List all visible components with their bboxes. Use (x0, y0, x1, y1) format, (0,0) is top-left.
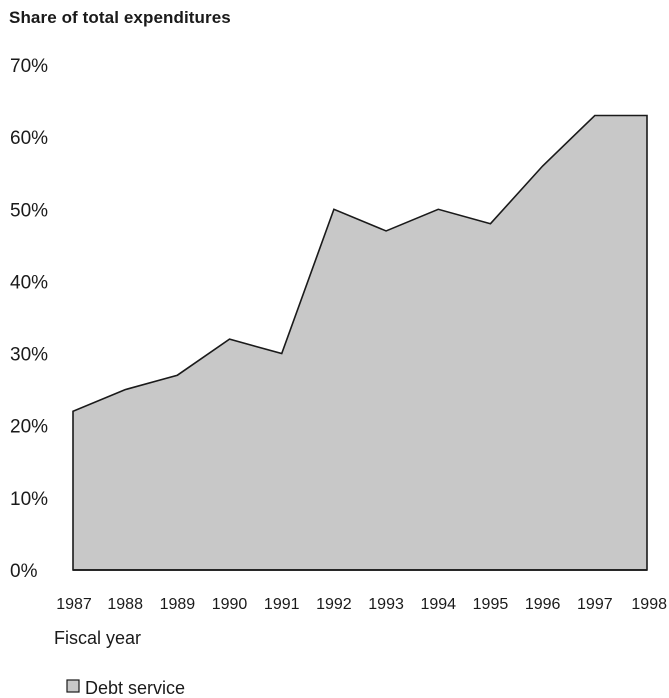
y-tick-label: 0% (10, 561, 38, 582)
y-tick-label: 40% (10, 272, 48, 293)
y-tick-label: 30% (10, 345, 48, 366)
area-series-0 (72, 114, 648, 571)
y-tick-label: 10% (10, 489, 48, 510)
x-tick-label: 1993 (368, 596, 404, 613)
x-tick-label: 1989 (160, 596, 196, 613)
x-tick-label: 1990 (212, 596, 248, 613)
x-tick-label: 1997 (577, 596, 613, 613)
legend-label-debt-service: Debt service (85, 678, 185, 698)
chart-title: Share of total expenditures (9, 8, 231, 27)
x-tick-label: 1994 (420, 596, 456, 613)
x-tick-label: 1988 (107, 596, 143, 613)
x-axis-label: Fiscal year (54, 628, 141, 648)
x-tick-label: 1996 (525, 596, 561, 613)
y-tick-label: 50% (10, 200, 48, 221)
y-tick-label: 60% (10, 128, 48, 149)
x-tick-label: 1998 (631, 596, 667, 613)
y-tick-label: 70% (10, 56, 48, 77)
x-tick-label: 1992 (316, 596, 352, 613)
x-tick-label: 1987 (56, 596, 92, 613)
x-tick-label: 1991 (264, 596, 300, 613)
x-tick-label: 1995 (473, 596, 509, 613)
y-tick-label: 20% (10, 417, 48, 438)
legend-swatch-debt-service (66, 679, 80, 693)
